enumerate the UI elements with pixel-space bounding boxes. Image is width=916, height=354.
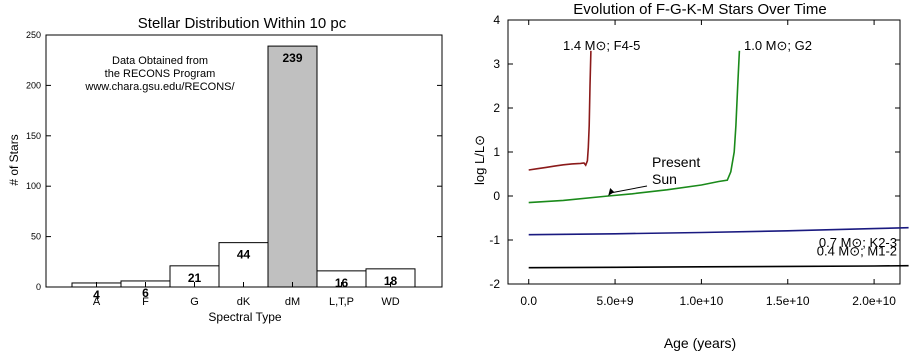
y-tick-label: 250 xyxy=(26,30,41,40)
y-tick-label: 50 xyxy=(31,232,41,242)
bar-value-label: 44 xyxy=(237,248,251,262)
stellar-distribution-chart: Stellar Distribution Within 10 pc Data O… xyxy=(7,15,443,324)
x-tick-label: dK xyxy=(237,296,251,308)
x-tick-label: L,T,P xyxy=(329,296,354,308)
annotation-line: www.chara.gsu.edu/RECONS/ xyxy=(84,81,235,93)
annotation-line: Data Obtained from xyxy=(112,55,208,67)
y-tick-label: 2 xyxy=(493,101,500,115)
x-tick-label: A xyxy=(93,296,101,308)
x-tick-label: 0.0 xyxy=(520,294,537,308)
stellar-evolution-chart: Evolution of F-G-K-M Stars Over Time -2 -… xyxy=(472,1,909,351)
bar-value-label: 239 xyxy=(282,51,302,65)
x-tick-label: WD xyxy=(381,296,399,308)
x-tick-label: 1.5e+10 xyxy=(766,294,810,308)
x-axis-label: Age (years) xyxy=(664,335,736,351)
y-axis-label: log L/L⊙ xyxy=(472,135,487,185)
y-tick-label: -1 xyxy=(489,233,500,247)
bar-value-label: 21 xyxy=(188,271,202,285)
x-tick-label: F xyxy=(142,296,149,308)
y-tick-label: 150 xyxy=(26,131,41,141)
y-tick-label: 0 xyxy=(36,282,41,292)
x-tick-label: 5.0e+9 xyxy=(597,294,634,308)
arrow-head xyxy=(608,188,615,196)
series-line xyxy=(528,50,741,204)
y-tick-label: 3 xyxy=(493,57,500,71)
annotation-arrow xyxy=(610,185,648,194)
annotation-line: the RECONS Program xyxy=(105,68,216,80)
chart-title: Stellar Distribution Within 10 pc xyxy=(138,15,347,32)
y-tick-label: -2 xyxy=(489,277,500,291)
series-line xyxy=(528,50,592,171)
x-tick-label: 1.0e+10 xyxy=(680,294,724,308)
y-tick-label: 100 xyxy=(26,181,41,191)
series-line xyxy=(528,264,909,269)
x-axis-label: Spectral Type xyxy=(208,310,281,324)
chart-title: Evolution of F-G-K-M Stars Over Time xyxy=(573,1,826,18)
series-label: 0.4 M⊙; M1-2 xyxy=(817,243,897,258)
x-tick-label: 2.0e+10 xyxy=(852,294,896,308)
x-tick-label: G xyxy=(190,296,199,308)
x-tick-label: dM xyxy=(285,296,300,308)
y-tick-label: 200 xyxy=(26,80,41,90)
bar-value-label: 18 xyxy=(384,274,398,288)
series-label: 1.0 M⊙; G2 xyxy=(744,38,812,53)
y-tick-label: 0 xyxy=(493,189,500,203)
series-label: 0.7 M⊙; K2-3 xyxy=(819,235,897,250)
bar-value-label: 6 xyxy=(142,286,149,300)
series-line xyxy=(528,226,909,236)
series-label: 1.4 M⊙; F4-5 xyxy=(563,38,640,53)
annotation-line: Sun xyxy=(652,171,677,187)
y-tick-label: 1 xyxy=(493,145,500,159)
bar-value-label: 4 xyxy=(93,288,100,302)
y-axis-label: # of Stars xyxy=(7,134,21,185)
y-tick-label: 4 xyxy=(493,13,500,27)
bar xyxy=(267,45,318,288)
annotation-line: Present xyxy=(652,154,700,170)
